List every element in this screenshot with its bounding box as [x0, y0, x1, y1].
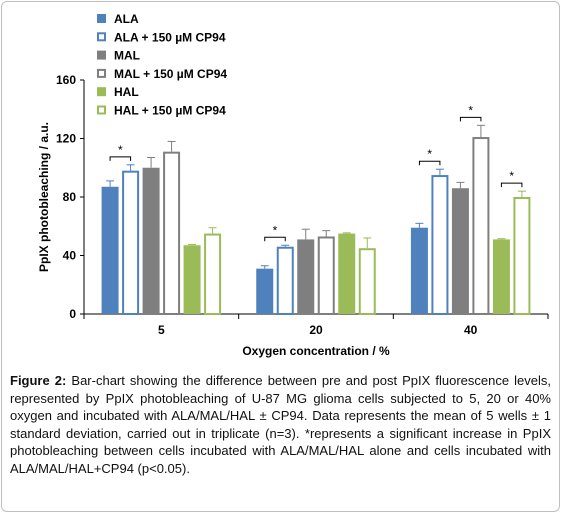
x-tick-label: 5	[158, 323, 165, 337]
significance-bracket	[459, 116, 482, 122]
figure-caption: Figure 2: Bar-chart showing the differen…	[10, 372, 551, 477]
legend-label: HAL + 150 µM CP94	[114, 104, 226, 118]
legend-swatch	[97, 14, 106, 23]
legend-label: MAL	[114, 49, 140, 63]
significance-star: *	[468, 103, 473, 117]
caption-label: Figure 2:	[10, 373, 67, 388]
bar	[410, 227, 428, 314]
y-tick-label: 0	[69, 307, 76, 321]
bar	[431, 175, 449, 315]
bar	[101, 186, 119, 314]
significance-star: *	[427, 147, 432, 161]
legend-swatch	[97, 87, 106, 97]
significance-star: *	[118, 143, 123, 157]
y-axis-label: PpIX photobleaching / a.u.	[37, 122, 51, 272]
caption-text: Bar-chart showing the difference between…	[10, 373, 551, 476]
bar	[276, 246, 294, 316]
bar	[122, 170, 140, 315]
x-tick-label: 20	[309, 323, 323, 337]
legend-label: ALA + 150 µM CP94	[114, 30, 226, 44]
bar	[204, 233, 222, 315]
significance-bracket	[418, 160, 441, 166]
bar	[256, 268, 274, 314]
bar	[317, 236, 335, 315]
legend-swatch	[97, 68, 106, 78]
legend-label: MAL + 150 µM CP94	[114, 67, 227, 81]
bar	[297, 239, 315, 314]
significance-bracket	[264, 236, 286, 242]
legend-label: HAL	[114, 85, 139, 99]
bar	[472, 137, 490, 315]
bar	[163, 151, 181, 315]
significance-bracket	[500, 182, 523, 188]
legend-label: ALA	[114, 12, 139, 26]
bar-chart: 0 40 80 120 160 5 20 40 Oxygen concentration / %…	[37, 12, 549, 358]
bar	[338, 233, 356, 314]
bar	[513, 197, 531, 315]
bar	[451, 188, 469, 314]
significance-bracket	[109, 156, 132, 161]
x-tick-label: 40	[464, 323, 478, 337]
significance-star: *	[509, 169, 514, 183]
bar	[142, 167, 160, 314]
legend-swatch	[97, 50, 106, 60]
bar	[358, 248, 376, 315]
legend-swatch	[97, 105, 106, 115]
y-tick-label: 120	[56, 132, 76, 146]
bar	[183, 245, 201, 314]
bar	[492, 239, 510, 314]
x-axis-label: Oxygen concentration / %	[242, 344, 390, 358]
significance-star: *	[273, 223, 278, 237]
y-tick-label: 80	[63, 190, 77, 204]
legend-swatch	[97, 32, 106, 42]
y-tick-label: 160	[56, 73, 76, 87]
y-tick-label: 40	[63, 249, 77, 263]
